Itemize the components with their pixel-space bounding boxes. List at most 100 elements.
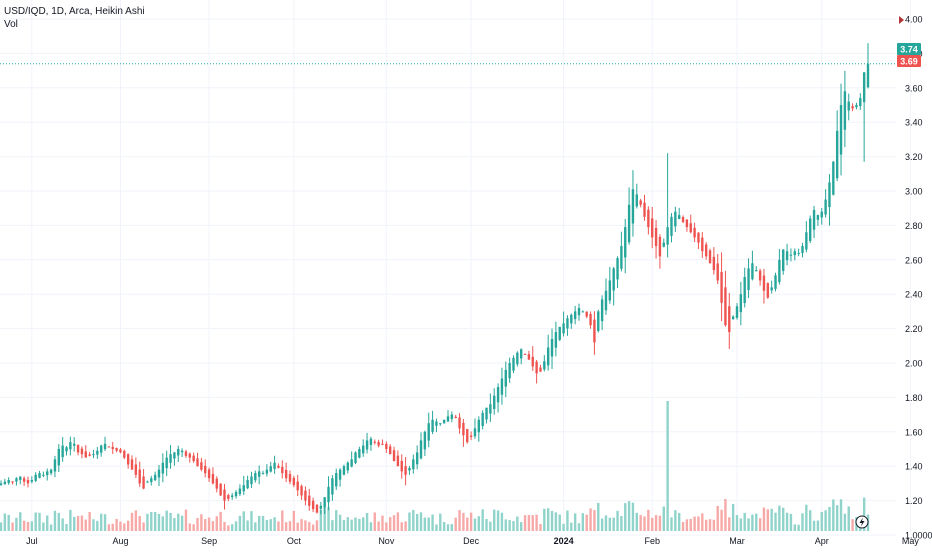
volume-bar bbox=[697, 516, 700, 531]
candle-body bbox=[373, 441, 376, 443]
candle-body bbox=[562, 323, 565, 334]
candle-body bbox=[192, 455, 195, 462]
candle-body bbox=[558, 326, 561, 340]
candle-body bbox=[69, 442, 72, 450]
candle-body bbox=[527, 354, 531, 360]
volume-bar bbox=[770, 508, 773, 531]
volume-bar bbox=[435, 524, 438, 531]
x-tick-label: Feb bbox=[644, 536, 660, 546]
candle-body bbox=[42, 474, 45, 476]
candle-body bbox=[107, 446, 111, 448]
candle-body bbox=[242, 485, 245, 492]
candle-body bbox=[238, 488, 242, 495]
candle-body bbox=[234, 492, 238, 497]
candle-body bbox=[388, 446, 392, 455]
candle-body bbox=[99, 445, 103, 453]
volume-bar bbox=[88, 511, 91, 531]
candle-body bbox=[19, 476, 22, 480]
y-tick-label: 3.00 bbox=[905, 187, 923, 197]
candle-body bbox=[169, 454, 172, 463]
candle-body bbox=[446, 416, 450, 422]
volume-bar bbox=[812, 520, 816, 531]
volume-bar bbox=[423, 517, 427, 531]
candle-body bbox=[111, 446, 114, 449]
x-tick-label: Dec bbox=[463, 536, 480, 546]
candle-body bbox=[365, 440, 369, 450]
candle-body bbox=[496, 387, 500, 403]
candle-body bbox=[408, 467, 411, 471]
price-axis[interactable]: 4.003.803.603.403.203.002.802.602.402.20… bbox=[905, 15, 932, 541]
volume-bar bbox=[774, 512, 777, 531]
volume-bar bbox=[843, 513, 847, 531]
candles bbox=[0, 43, 870, 515]
candle-body bbox=[728, 306, 731, 333]
candle-body bbox=[346, 462, 349, 471]
volume-bar bbox=[523, 515, 527, 531]
volume-bar bbox=[157, 513, 161, 531]
candle-body bbox=[84, 451, 87, 458]
volume-bar bbox=[554, 512, 558, 531]
y-tick-label: 1.20 bbox=[905, 496, 923, 506]
y-tick-label: 2.00 bbox=[905, 359, 923, 369]
volume-bar bbox=[485, 518, 488, 531]
candle-body bbox=[631, 189, 635, 224]
volume-bar bbox=[431, 514, 434, 531]
volume-bar bbox=[589, 508, 592, 531]
candle-body bbox=[855, 105, 858, 108]
lightning-icon[interactable] bbox=[855, 515, 869, 529]
candle-body bbox=[620, 246, 623, 269]
candle-body bbox=[227, 495, 230, 499]
candle-body bbox=[577, 307, 581, 316]
candle-body bbox=[693, 227, 696, 238]
triangle-right-icon[interactable] bbox=[899, 16, 904, 24]
candle-body bbox=[778, 259, 781, 283]
volume-bar bbox=[327, 507, 330, 531]
volume-bar bbox=[720, 509, 723, 531]
volume-bar bbox=[335, 510, 338, 531]
candle-body bbox=[674, 211, 677, 227]
volume-bar bbox=[685, 519, 689, 531]
candle-body bbox=[138, 469, 141, 484]
volume-bar bbox=[350, 519, 353, 531]
volume-bar bbox=[296, 522, 299, 531]
volume-bar bbox=[442, 522, 446, 531]
candle-body bbox=[762, 275, 766, 291]
volume-bar bbox=[11, 522, 14, 531]
candle-body bbox=[184, 451, 188, 456]
volume-bar bbox=[150, 511, 153, 531]
volume-bar bbox=[265, 519, 269, 531]
x-tick-label: Mar bbox=[729, 536, 745, 546]
candle-body bbox=[604, 290, 608, 311]
candle-body bbox=[296, 481, 299, 491]
volume-bar bbox=[304, 520, 307, 531]
volume-bar bbox=[273, 517, 276, 531]
candle-body bbox=[539, 367, 542, 372]
volume-bar bbox=[34, 512, 37, 531]
volume-bar bbox=[69, 509, 72, 531]
y-tick-label: 2.80 bbox=[905, 221, 923, 231]
candle-body bbox=[265, 469, 269, 474]
volume-bar bbox=[778, 505, 781, 531]
volume-bar bbox=[207, 517, 211, 531]
candle-body bbox=[126, 454, 130, 465]
volume-bar bbox=[30, 521, 34, 531]
volume-bar bbox=[107, 524, 111, 531]
candle-body bbox=[789, 254, 793, 256]
volume-bar bbox=[76, 515, 80, 531]
volume-bar bbox=[365, 513, 369, 531]
volume-bar bbox=[396, 512, 400, 531]
last-price-badge: 3.74 bbox=[897, 43, 921, 55]
candle-body bbox=[816, 215, 820, 220]
volume-bar bbox=[469, 512, 473, 531]
volume-bar bbox=[362, 517, 365, 531]
volume-bar bbox=[269, 519, 272, 531]
candle-body bbox=[231, 495, 234, 497]
candle-body bbox=[115, 447, 118, 451]
candle-body bbox=[612, 268, 615, 291]
time-axis[interactable]: JulAugSepOctNovDec2024FebMarAprMayJun bbox=[26, 536, 932, 546]
volume-bar bbox=[550, 510, 554, 531]
volume-bar bbox=[512, 521, 515, 531]
candle-body bbox=[142, 476, 145, 489]
